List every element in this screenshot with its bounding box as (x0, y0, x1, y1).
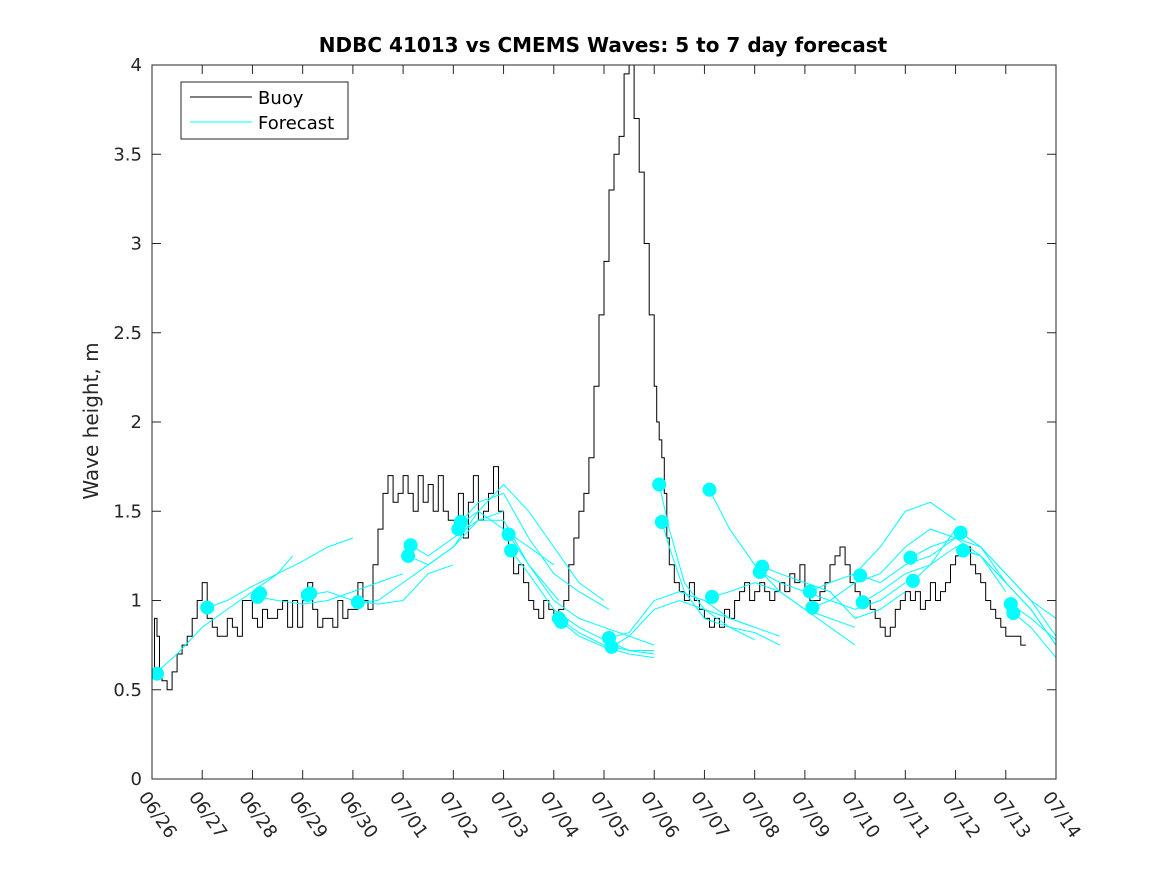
forecast-series-line-2 (207, 537, 354, 609)
forecast-marker-13 (504, 543, 519, 558)
forecast-series-line-9 (460, 492, 610, 610)
plot-area (152, 65, 1056, 691)
y-tick-label: 3 (131, 234, 142, 255)
forecast-marker-7 (350, 595, 365, 610)
buoy-series-line (152, 65, 1026, 691)
forecast-marker-9 (403, 538, 418, 553)
forecast-marker-8 (401, 548, 416, 563)
forecast-series-line-4 (307, 564, 454, 605)
y-axis-label: Wave height, m (79, 342, 103, 499)
forecast-marker-28 (903, 550, 918, 565)
forecast-marker-17 (604, 639, 619, 654)
y-tick-label: 0.5 (113, 680, 142, 701)
forecast-marker-4 (253, 586, 267, 601)
forecast-marker-1 (152, 666, 164, 681)
forecast-marker-19 (654, 515, 669, 529)
y-tick-label: 2 (131, 412, 142, 433)
forecast-marker-12 (501, 527, 516, 542)
legend-forecast-label: Forecast (258, 113, 334, 134)
y-tick-label: 1.5 (113, 501, 142, 522)
y-tick-label: 3.5 (113, 144, 142, 165)
forecast-marker-31 (956, 543, 971, 558)
forecast-marker-15 (554, 614, 569, 629)
legend: Buoy Forecast (180, 81, 349, 140)
forecast-marker-2 (200, 600, 215, 615)
forecast-series-line-16 (658, 484, 780, 637)
forecast-series-line-22 (809, 501, 956, 593)
forecast-series-line-13 (560, 621, 655, 659)
y-tick-label: 2.5 (113, 323, 142, 344)
chart-title: NDBC 41013 vs CMEMS Waves: 5 to 7 day fo… (319, 33, 888, 57)
legend-box (180, 81, 349, 140)
forecast-marker-11 (453, 515, 468, 529)
forecast-marker-20 (702, 482, 717, 497)
forecast-marker-21 (705, 589, 719, 604)
forecast-series-line-17 (661, 521, 781, 646)
forecast-series-line-12 (558, 617, 655, 655)
forecast-marker-26 (853, 568, 868, 583)
forecast-series-line-29 (962, 550, 1056, 646)
forecast-series-line-21 (762, 566, 906, 619)
forecast-series-line-23 (812, 528, 956, 609)
forecast-marker-27 (855, 595, 870, 610)
forecast-marker-33 (1006, 606, 1021, 620)
forecast-marker-18 (652, 477, 667, 492)
forecast-marker-24 (802, 584, 817, 599)
legend-buoy-label: Buoy (258, 88, 304, 109)
forecast-marker-29 (905, 573, 920, 588)
forecast-series-line-3 (257, 573, 404, 605)
plot-series-group (152, 65, 1056, 691)
y-tick-label: 1 (131, 591, 142, 612)
forecast-series-line-8 (458, 483, 605, 601)
forecast-marker-25 (805, 600, 820, 615)
forecast-series-line-19 (711, 582, 856, 628)
y-tick-label: 4 (131, 55, 142, 76)
forecast-marker-6 (303, 586, 318, 601)
forecast-marker-30 (953, 525, 968, 540)
forecast-marker-23 (755, 559, 770, 574)
forecast-series-line-28 (960, 532, 1056, 619)
forecast-series-line-31 (1012, 612, 1056, 658)
y-tick-label: 0 (131, 769, 142, 790)
